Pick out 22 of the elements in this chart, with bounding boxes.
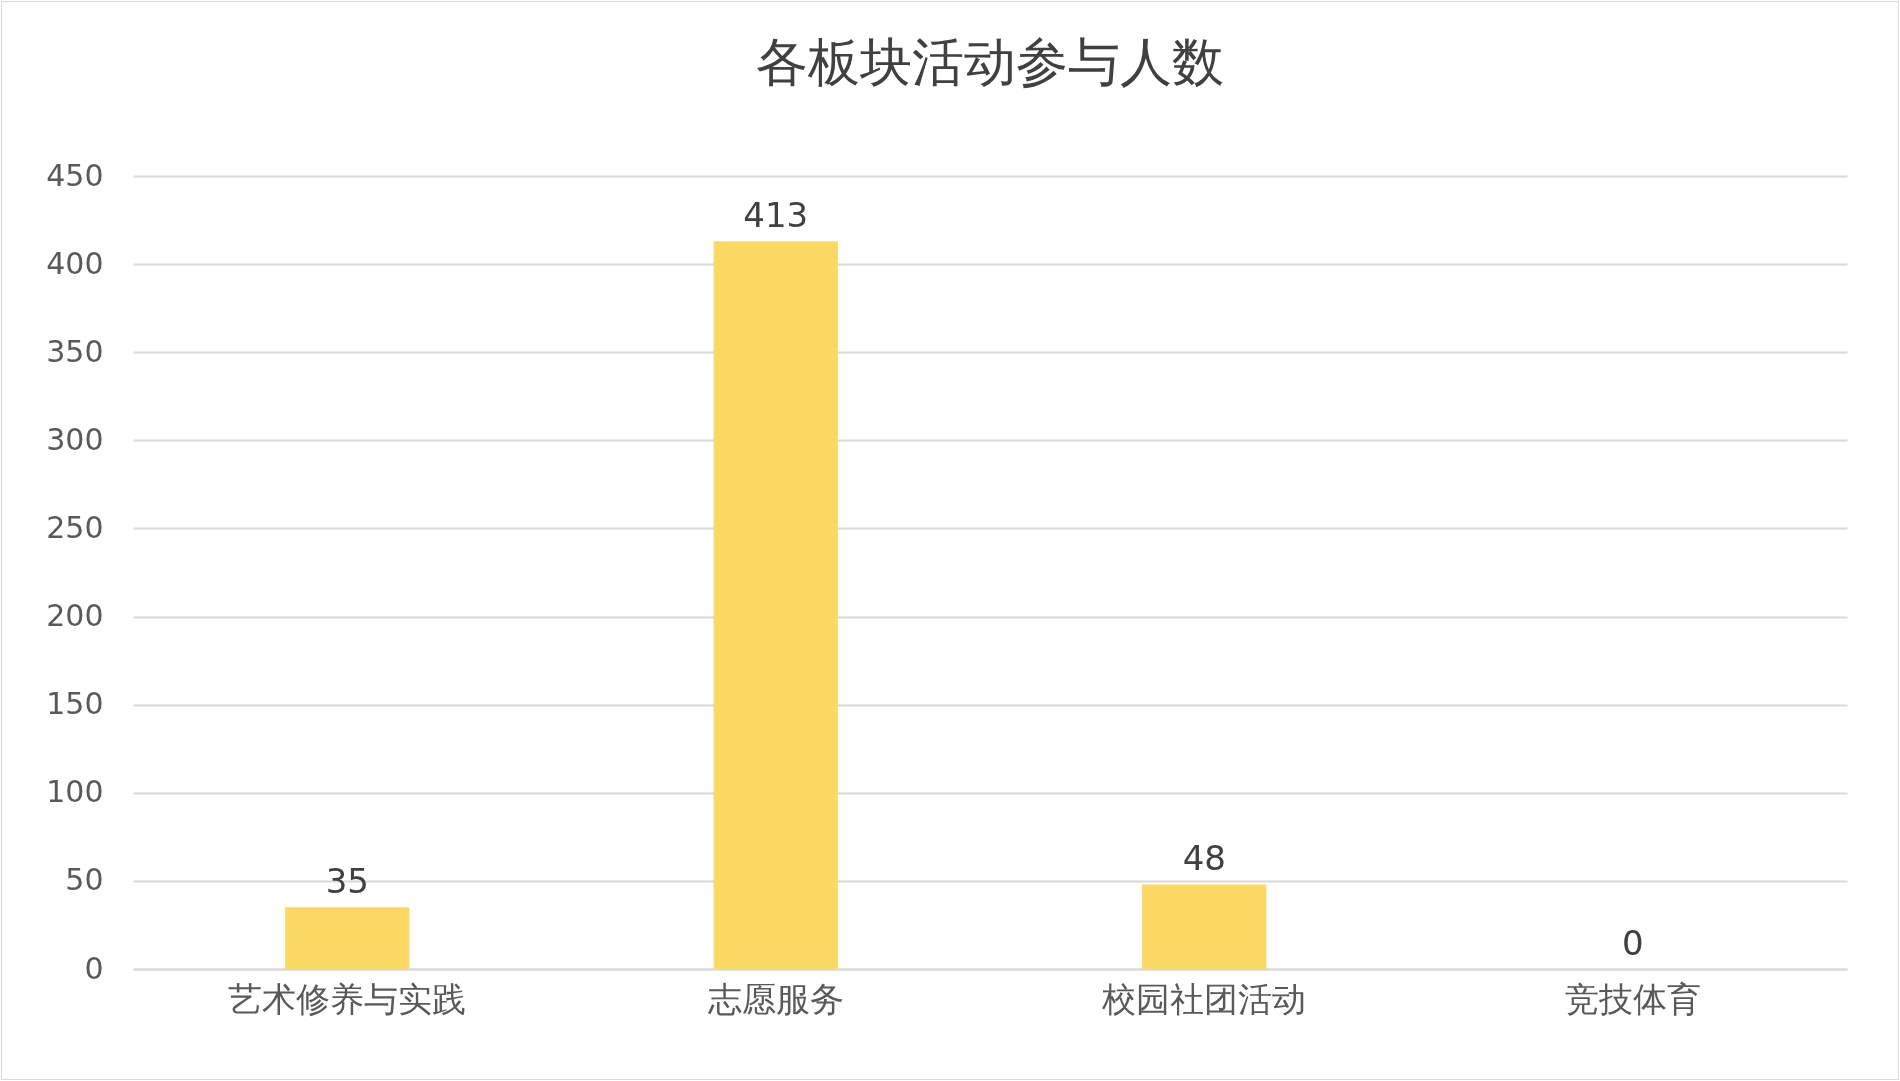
x-tick-label: 竞技体育 (1564, 978, 1701, 1019)
chart-title: 各板块活动参与人数 (756, 32, 1224, 92)
bar (713, 241, 838, 969)
bar (1142, 884, 1267, 969)
y-tick-label: 300 (46, 421, 104, 457)
y-tick-label: 100 (46, 774, 104, 810)
y-tick-label: 450 (46, 157, 104, 193)
x-tick-label: 校园社团活动 (1101, 978, 1307, 1019)
x-tick-label: 志愿服务 (707, 978, 844, 1019)
y-tick-label: 250 (46, 509, 104, 545)
y-tick-label: 50 (65, 862, 104, 898)
data-label: 35 (325, 861, 369, 902)
data-label: 48 (1182, 838, 1226, 879)
y-tick-label: 0 (84, 950, 104, 986)
y-tick-label: 200 (46, 598, 104, 634)
y-tick-label: 400 (46, 245, 104, 281)
data-label: 413 (743, 195, 809, 236)
x-tick-label: 艺术修养与实践 (228, 978, 467, 1019)
bar (285, 907, 410, 969)
y-tick-label: 350 (46, 333, 104, 369)
y-tick-label: 150 (46, 686, 104, 722)
data-label: 0 (1621, 923, 1644, 963)
